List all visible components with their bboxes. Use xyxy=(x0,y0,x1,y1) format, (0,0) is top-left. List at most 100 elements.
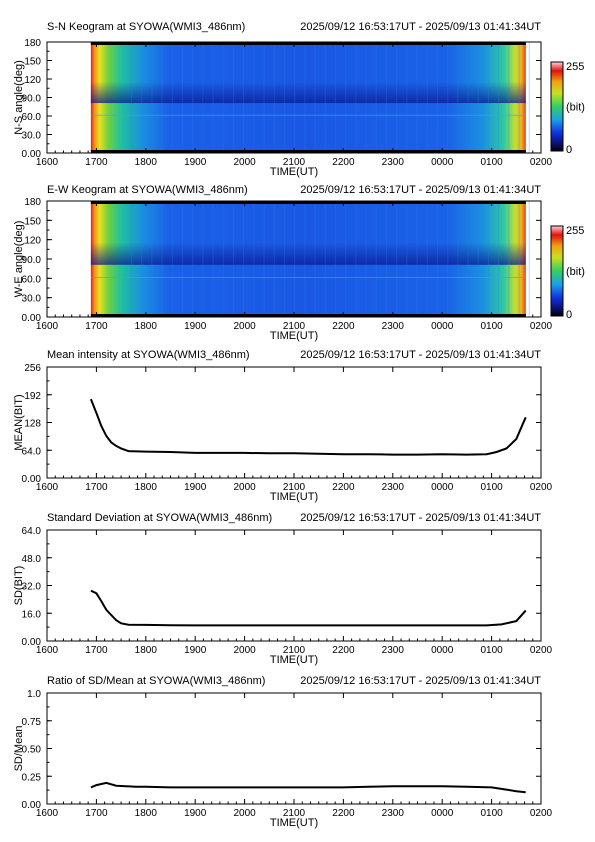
keogram-streak xyxy=(130,42,133,153)
colorbar: 255 (bit) 0 xyxy=(550,225,585,321)
x-tick-label: 2200 xyxy=(332,482,355,493)
x-tick-label: 0200 xyxy=(530,321,553,332)
x-tick-label: 0200 xyxy=(530,157,553,168)
x-tick-label: 2200 xyxy=(332,157,355,168)
x-tick-label: 2000 xyxy=(233,482,256,493)
y-tick-label: 256 xyxy=(24,363,41,374)
y-tick-label: 180 xyxy=(24,197,41,208)
y-tick-label: 1.0 xyxy=(27,689,41,700)
keogram-streak xyxy=(528,201,530,317)
x-tick-label: 1600 xyxy=(36,808,59,819)
keogram-top-edge xyxy=(90,201,526,204)
data-line xyxy=(89,398,527,456)
x-tick-label: 0100 xyxy=(480,482,503,493)
x-tick-label: 0100 xyxy=(480,321,503,332)
y-tick-label: 0.50 xyxy=(22,745,42,756)
colorbar-max-label: 255 xyxy=(566,61,584,73)
keogram-streak xyxy=(396,201,398,317)
colorbar-scale xyxy=(550,61,564,152)
y-tick-label: 16.0 xyxy=(22,609,42,620)
x-tick-label: 1700 xyxy=(85,321,108,332)
x-tick-label: 1800 xyxy=(135,157,158,168)
keogram-streak xyxy=(253,42,255,153)
x-axis-label: TIME(UT) xyxy=(270,654,318,666)
keogram-streak xyxy=(171,42,173,153)
keogram-streak xyxy=(212,201,214,317)
plot-frame xyxy=(46,529,542,642)
plot-frame xyxy=(46,366,542,479)
y-axis-label: SD(BIT) xyxy=(13,566,25,606)
keogram-streak xyxy=(365,42,367,153)
y-tick-label: 48.0 xyxy=(22,554,42,565)
keogram-streak xyxy=(355,42,357,153)
keogram-image xyxy=(90,201,530,317)
keogram-streak xyxy=(283,42,286,153)
keogram-streak xyxy=(487,201,490,317)
x-tick-label: 1900 xyxy=(184,645,207,656)
x-axis-label: TIME(UT) xyxy=(270,491,318,503)
keogram-streak xyxy=(171,201,173,317)
keogram-streak xyxy=(304,42,306,153)
x-axis-label: TIME(UT) xyxy=(270,166,318,178)
keogram-streak xyxy=(345,42,347,153)
keogram-upper-shade xyxy=(90,201,526,265)
time-range-label: 2025/09/12 16:53:17UT - 2025/09/13 01:41… xyxy=(300,675,541,687)
keogram-streak xyxy=(222,42,224,153)
x-tick-label: 0000 xyxy=(431,808,454,819)
data-line xyxy=(90,781,526,794)
x-tick-label: 1900 xyxy=(184,808,207,819)
x-tick-label: 1900 xyxy=(184,482,207,493)
chart-title: Ratio of SD/Mean at SYOWA(WMI3_486nm) xyxy=(47,675,265,687)
y-tick-label: 30.0 xyxy=(22,294,42,305)
keogram-streak xyxy=(192,201,194,317)
x-axis-label: TIME(UT) xyxy=(270,330,318,342)
time-range-label: 2025/09/12 16:53:17UT - 2025/09/13 01:41… xyxy=(300,21,541,33)
keogram-streak xyxy=(498,42,500,153)
keogram-streak xyxy=(498,201,500,317)
x-tick-label: 0100 xyxy=(480,808,503,819)
y-tick-label: 90.0 xyxy=(22,94,42,105)
keogram-streak xyxy=(518,42,520,153)
y-tick-label: 64.0 xyxy=(22,526,42,537)
keogram-streak xyxy=(181,42,184,153)
y-axis-label: MEAN(BIT) xyxy=(13,394,25,450)
keogram-streak xyxy=(426,201,428,317)
keogram-streak xyxy=(243,201,245,317)
time-range-label: 2025/09/12 16:53:17UT - 2025/09/13 01:41… xyxy=(300,349,541,361)
x-tick-label: 0200 xyxy=(530,645,553,656)
x-tick-label: 1600 xyxy=(36,157,59,168)
keogram-streak xyxy=(457,42,459,153)
keogram-streak xyxy=(416,42,418,153)
keogram-streak xyxy=(151,42,153,153)
keogram-streak xyxy=(508,201,510,317)
x-tick-label: 1800 xyxy=(135,321,158,332)
x-tick-label: 0000 xyxy=(431,645,454,656)
chart-title: Mean intensity at SYOWA(WMI3_486nm) xyxy=(47,349,250,361)
keogram-streak xyxy=(263,42,265,153)
y-tick-label: 30.0 xyxy=(22,131,42,142)
y-tick-label: 192 xyxy=(24,391,41,402)
x-tick-label: 1900 xyxy=(184,321,207,332)
chart-panel-3: Mean intensity at SYOWA(WMI3_486nm) 2025/… xyxy=(13,349,553,503)
keogram-streak xyxy=(263,201,265,317)
chart-panel-2: E-W Keogram at SYOWA(WMI3_486nm) 2025/09/… xyxy=(13,184,585,342)
colorbar-unit-label: (bit) xyxy=(566,266,585,278)
keogram-streak xyxy=(232,42,235,153)
keogram-streak xyxy=(365,201,367,317)
keogram-streak xyxy=(334,42,337,153)
x-tick-label: 2300 xyxy=(382,157,405,168)
data-line xyxy=(90,589,527,627)
x-tick-label: 1700 xyxy=(85,645,108,656)
keogram-streak xyxy=(406,42,408,153)
y-tick-label: 64.0 xyxy=(22,446,42,457)
keogram-streak xyxy=(436,201,439,317)
time-range-label: 2025/09/12 16:53:17UT - 2025/09/13 01:41… xyxy=(300,512,541,524)
keogram-streak xyxy=(202,42,204,153)
x-tick-label: 2100 xyxy=(283,157,306,168)
keogram-streak xyxy=(294,42,296,153)
y-tick-label: 0.00 xyxy=(22,149,42,160)
y-axis-label: W-E angle(deg) xyxy=(13,221,25,298)
keogram-streak xyxy=(385,201,388,317)
keogram-streak xyxy=(314,201,316,317)
keogram-streak xyxy=(324,42,326,153)
